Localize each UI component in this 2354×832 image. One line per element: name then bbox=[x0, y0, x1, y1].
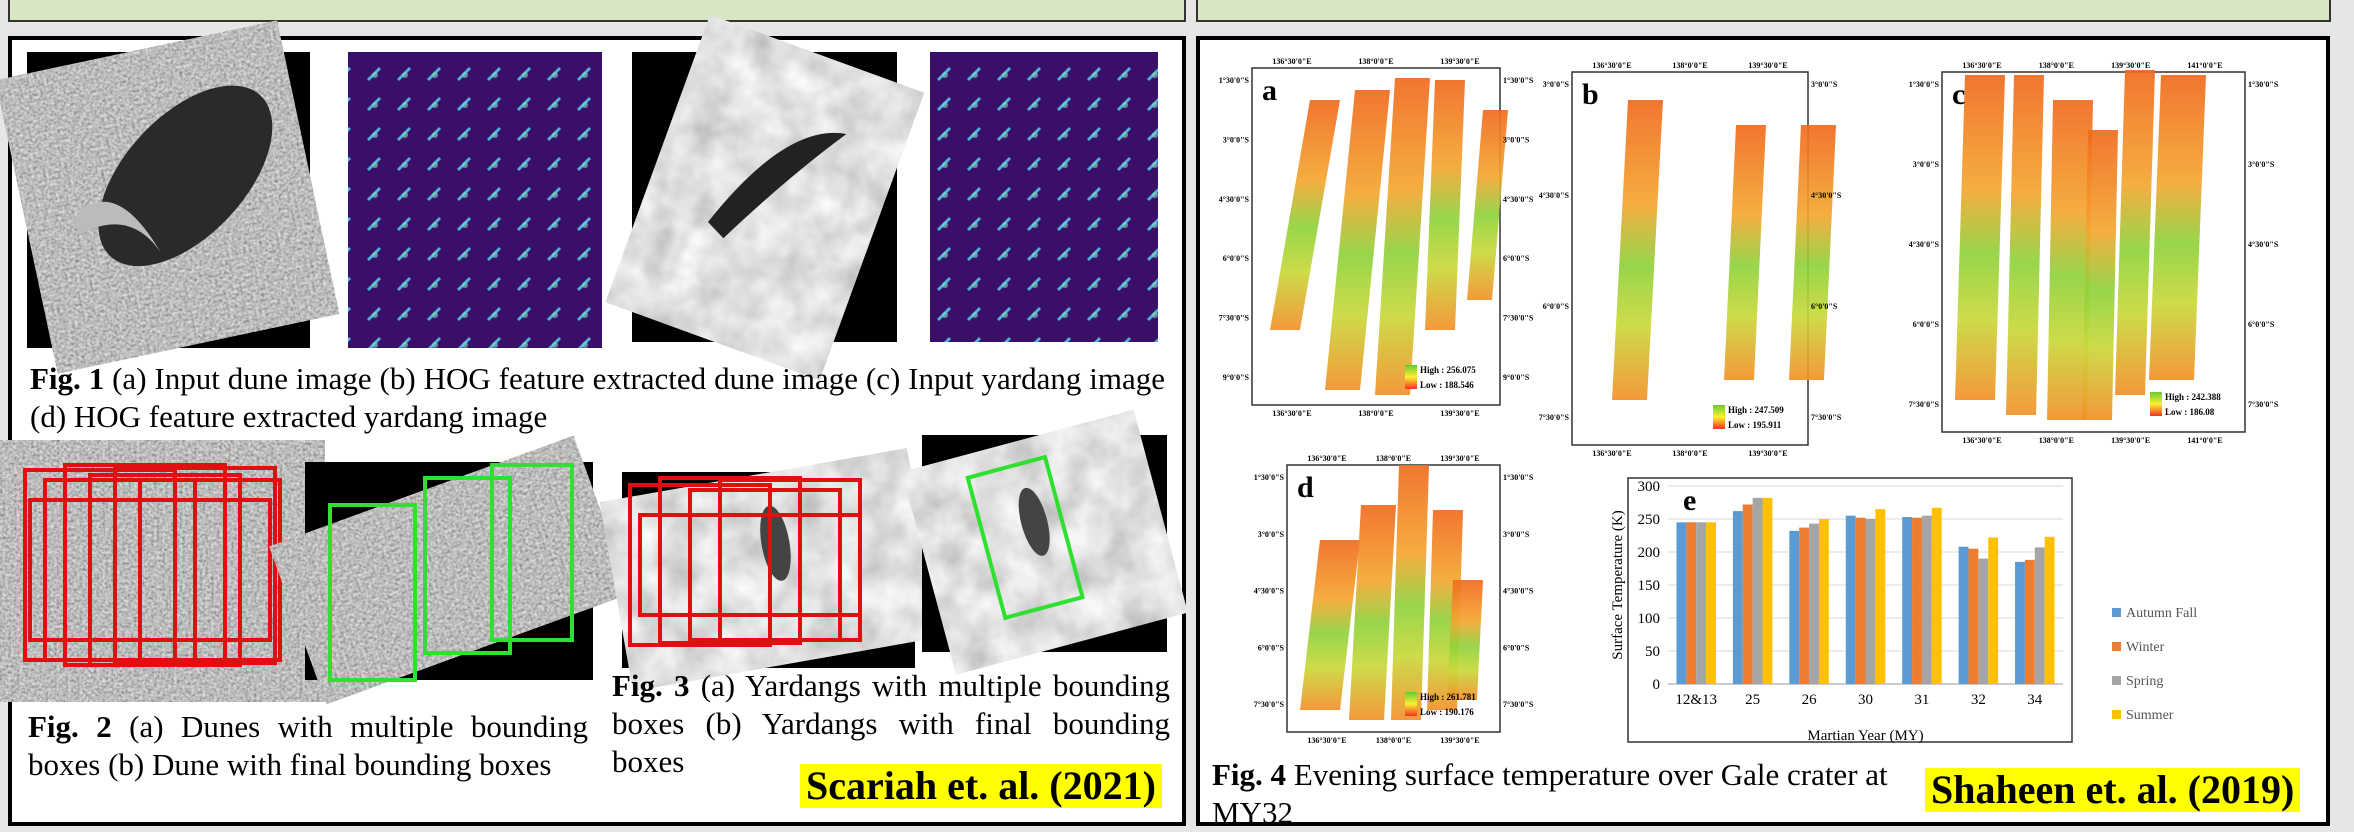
legend-swatch bbox=[2112, 676, 2121, 685]
x-tick-label: 25 bbox=[1745, 692, 1760, 708]
caption: Fig. 4 Evening surface temperature over … bbox=[1212, 756, 1912, 832]
x-tick-label: 34 bbox=[2027, 692, 2043, 708]
bar bbox=[1819, 519, 1829, 684]
y-tick-label: 150 bbox=[1638, 578, 1661, 594]
caption: Fig. 1 (a) Input dune image (b) HOG feat… bbox=[30, 360, 1165, 436]
bar bbox=[2045, 537, 2055, 684]
bar bbox=[1753, 498, 1763, 684]
caption-label: Fig. 1 bbox=[30, 361, 104, 396]
legend-label: Spring bbox=[2126, 674, 2163, 689]
bar bbox=[1875, 509, 1885, 684]
bar bbox=[1763, 498, 1773, 684]
caption-text: (a) Dunes with multiple bounding boxes (… bbox=[28, 709, 588, 782]
bar bbox=[1959, 547, 1969, 684]
caption-label: Fig. 4 bbox=[1212, 757, 1286, 792]
bar bbox=[1922, 516, 1932, 684]
bar bbox=[2035, 547, 2045, 684]
legend-label: Autumn Fall bbox=[2126, 606, 2197, 621]
legend-label: Summer bbox=[2126, 708, 2174, 723]
bar bbox=[1968, 549, 1978, 684]
bar bbox=[1809, 524, 1819, 684]
citation: Shaheen et. al. (2019) bbox=[1925, 768, 2300, 812]
bar bbox=[1743, 504, 1753, 684]
bar bbox=[1686, 522, 1696, 684]
bar bbox=[1988, 537, 1998, 684]
legend-swatch bbox=[2112, 608, 2121, 617]
caption-label: Fig. 2 bbox=[28, 709, 112, 744]
bar bbox=[1932, 508, 1942, 684]
bar bbox=[2015, 562, 2025, 684]
bar bbox=[1856, 518, 1866, 684]
legend-swatch bbox=[2112, 642, 2121, 651]
bar bbox=[1696, 522, 1706, 684]
y-tick-label: 50 bbox=[1645, 644, 1660, 660]
bar bbox=[1978, 559, 1988, 684]
x-tick-label: 30 bbox=[1858, 692, 1873, 708]
caption-text: Evening surface temperature over Gale cr… bbox=[1212, 757, 1888, 830]
y-tick-label: 300 bbox=[1638, 479, 1661, 495]
bar bbox=[1866, 519, 1876, 684]
panel-letter: e bbox=[1683, 484, 1696, 517]
bar bbox=[1676, 522, 1686, 684]
page: a136°30'0"E136°30'0"E138°0'0"E138°0'0"E1… bbox=[0, 0, 2354, 808]
bar bbox=[1902, 517, 1912, 684]
y-axis-label: Surface Temperature (K) bbox=[1610, 510, 1626, 659]
legend-swatch bbox=[2112, 710, 2121, 719]
x-tick-label: 31 bbox=[1914, 692, 1929, 708]
x-tick-label: 26 bbox=[1802, 692, 1818, 708]
y-tick-label: 250 bbox=[1638, 512, 1661, 528]
y-tick-label: 0 bbox=[1653, 677, 1661, 693]
y-tick-label: 100 bbox=[1638, 611, 1661, 627]
x-axis-label: Martian Year (MY) bbox=[1807, 728, 1923, 744]
caption-label: Fig. 3 bbox=[612, 668, 690, 703]
y-tick-label: 200 bbox=[1638, 545, 1661, 561]
citation: Scariah et. al. (2021) bbox=[800, 764, 1162, 808]
bar bbox=[1733, 511, 1743, 684]
x-tick-label: 12&13 bbox=[1675, 692, 1717, 708]
bar bbox=[1912, 518, 1922, 684]
bar bbox=[1846, 516, 1856, 684]
legend-label: Winter bbox=[2126, 640, 2165, 655]
bar bbox=[1789, 531, 1799, 684]
bar bbox=[1706, 522, 1716, 684]
x-tick-label: 32 bbox=[1971, 692, 1986, 708]
bar bbox=[2025, 560, 2035, 684]
caption-text: (a) Input dune image (b) HOG feature ext… bbox=[30, 361, 1165, 434]
bar bbox=[1799, 528, 1809, 684]
caption: Fig. 2 (a) Dunes with multiple bounding … bbox=[28, 708, 588, 784]
